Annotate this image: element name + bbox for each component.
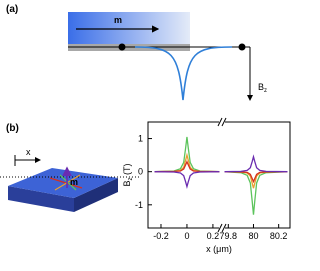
x-tick-label: 80: [248, 231, 258, 241]
series-line: [224, 171, 288, 184]
axis-break: [221, 223, 227, 233]
slab-front: [8, 186, 74, 212]
x-tick-label: 0.2: [207, 231, 220, 241]
y-tick-label: -1: [135, 200, 143, 210]
x-axis-label: x (μm): [206, 244, 232, 254]
panel-label: (a): [6, 4, 18, 15]
series-line: [154, 160, 220, 173]
bz-label: Bz: [258, 82, 267, 94]
y-tick-label: 1: [138, 134, 143, 144]
series-line: [154, 136, 220, 173]
y-tick-label: 0: [138, 167, 143, 177]
axis-break-gap: [219, 225, 225, 231]
series-line: [154, 171, 220, 190]
axis-break: [217, 117, 223, 127]
series-line: [224, 171, 288, 215]
axis-break: [221, 117, 227, 127]
dot: [238, 43, 246, 51]
m-label: m: [114, 15, 122, 25]
m-label: m: [70, 177, 78, 187]
y-label-symbol: B: [122, 180, 132, 186]
dot: [118, 43, 126, 51]
spin: [59, 174, 77, 191]
x-tick-label: -0.2: [153, 231, 169, 241]
panel-label: (b): [6, 123, 19, 134]
series-line: [154, 152, 220, 173]
slab-top: [8, 168, 118, 198]
axis-break: [217, 223, 223, 233]
x-tick-label: 80.2: [270, 231, 288, 241]
slab-side: [74, 178, 118, 212]
x-arrow-label: x: [26, 147, 31, 157]
field-profile: [134, 46, 233, 101]
x-tick-label: 79.8: [220, 231, 238, 241]
figure: (a) m Bz (b) x m -1 0 1 -0.2 0 0.2 79.8 80 80.2 x…: [0, 4, 291, 254]
series-line: [224, 154, 288, 173]
y-label-sub: z: [128, 177, 134, 180]
axis-break-gap: [219, 119, 225, 125]
y-axis-label: Bz (T): [122, 163, 134, 186]
y-label-unit: (T): [122, 163, 132, 177]
plot-frame: [147, 121, 291, 229]
bz-sub: z: [264, 88, 267, 94]
x-tick-label: 0: [184, 231, 189, 241]
chart: -1 0 1 -0.2 0 0.2 79.8 80 80.2 x (μm) Bz (T): [122, 117, 291, 254]
bz-symbol: B: [258, 82, 264, 92]
